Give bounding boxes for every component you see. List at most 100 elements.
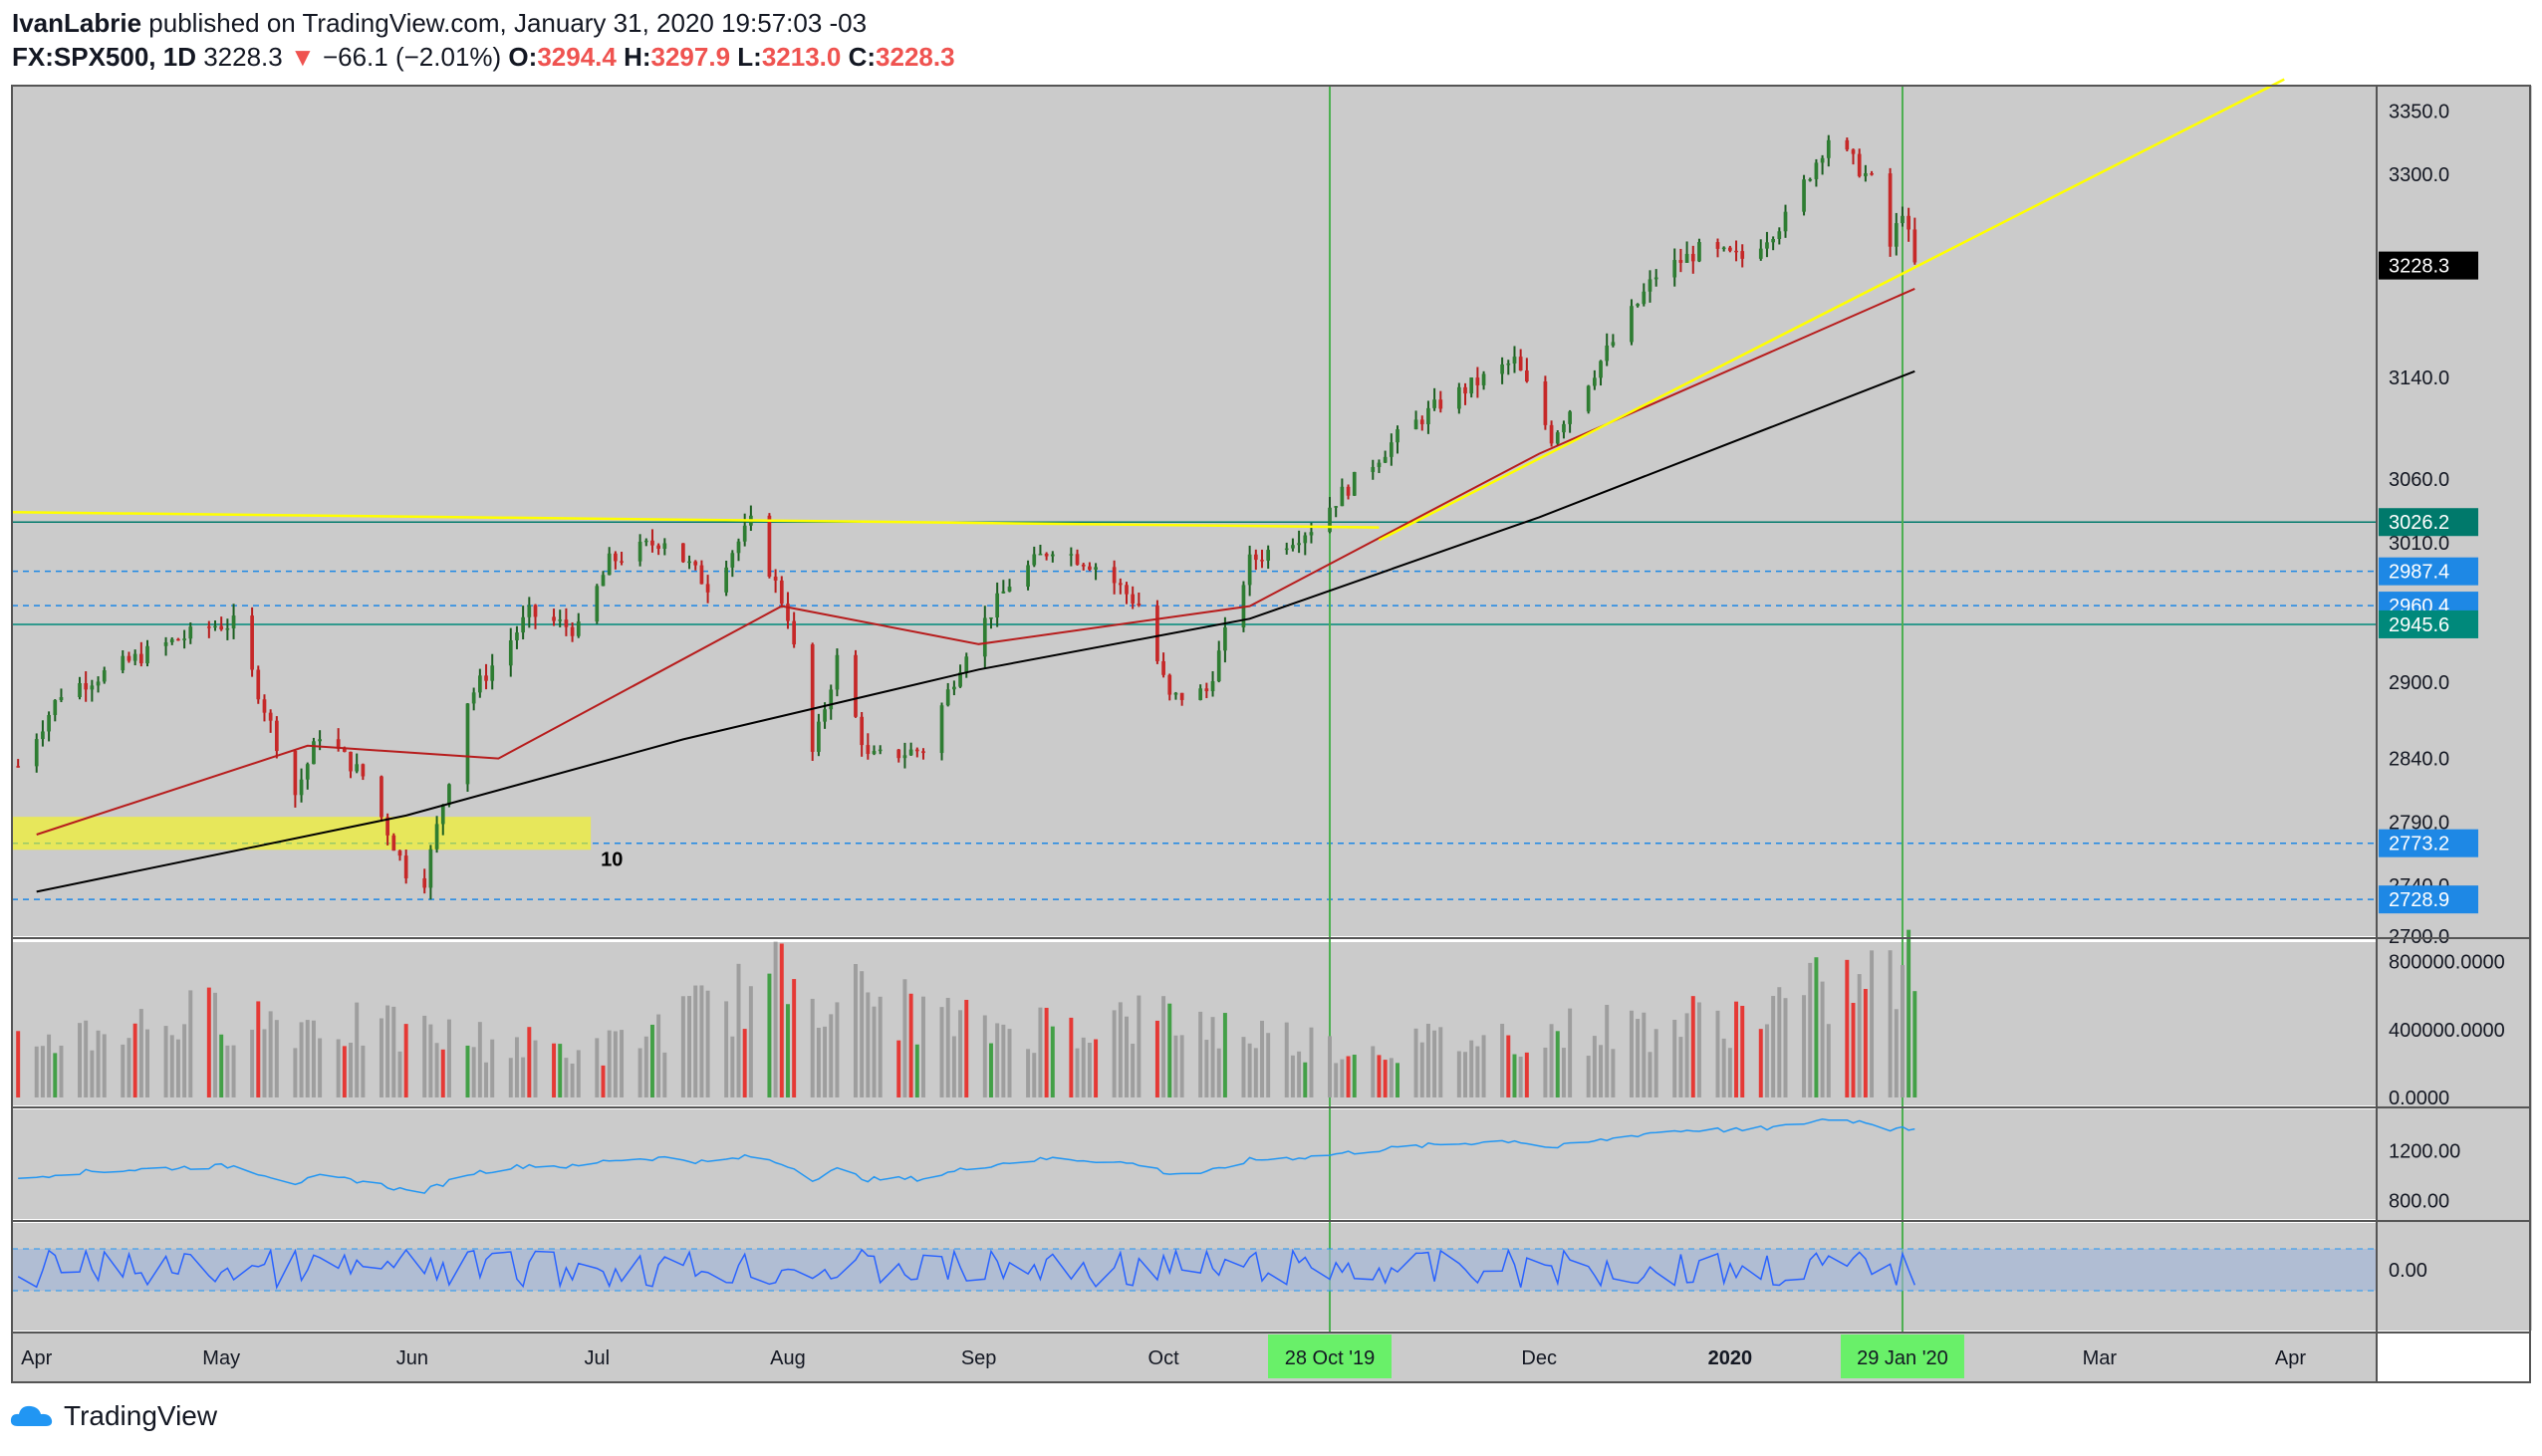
volume-bar	[1328, 1036, 1332, 1097]
cloud-icon	[10, 1405, 53, 1426]
volume-bar	[428, 1024, 433, 1097]
candle-body	[1901, 215, 1905, 224]
candle-body	[163, 641, 168, 646]
price-tick: 2840.0	[2389, 749, 2449, 771]
volume-bar	[1297, 1051, 1302, 1097]
main-pane-bg[interactable]	[12, 86, 2377, 936]
volume-bar	[1690, 996, 1695, 1097]
candle-body	[1007, 587, 1012, 592]
volume-bar	[188, 990, 193, 1097]
price-label-level-2945: 2945.6	[2389, 614, 2449, 636]
volume-bar	[1642, 1012, 1647, 1097]
candle-body	[724, 567, 729, 593]
candle-body	[835, 654, 840, 690]
volume-bar	[1715, 1010, 1720, 1097]
volume-bar	[637, 1048, 642, 1097]
candle-body	[1167, 674, 1172, 695]
candle-body	[964, 656, 969, 673]
price-label-last: 3228.3	[2389, 256, 2449, 278]
candle-body	[1636, 304, 1640, 307]
candle-body	[521, 616, 525, 633]
volume-bar	[1032, 1053, 1037, 1097]
candle-body	[1481, 373, 1486, 385]
zone-label: 10	[601, 849, 623, 870]
candle-body	[620, 561, 624, 563]
candle-body	[1697, 242, 1701, 262]
candle-body	[1857, 153, 1862, 176]
volume-bar	[90, 1050, 95, 1097]
time-tick: 2020	[1708, 1347, 1753, 1369]
candle-body	[1456, 386, 1461, 409]
volume-bar	[1648, 1052, 1652, 1097]
volume-bar	[1894, 1009, 1899, 1097]
candle-body	[533, 605, 538, 617]
candle-body	[1155, 606, 1159, 661]
candle-body	[1518, 357, 1523, 371]
volume-bar	[564, 1058, 569, 1097]
candle-body	[1377, 462, 1382, 467]
volume-bar	[274, 1020, 279, 1097]
volume-bar	[1912, 991, 1917, 1097]
volume-bar	[662, 1052, 667, 1097]
candle-body	[817, 721, 821, 752]
candle-body	[1346, 486, 1351, 496]
volume-bar	[1820, 981, 1825, 1097]
author-name[interactable]: IvanLabrie	[12, 8, 142, 38]
volume-bar	[1094, 1039, 1099, 1097]
time-axis-bg[interactable]	[12, 1333, 2377, 1382]
volume-bar	[1419, 1042, 1424, 1097]
volume-bar	[1636, 1019, 1641, 1097]
volume-bar	[1555, 1031, 1560, 1097]
price-tick: 3010.0	[2389, 533, 2449, 555]
volume-bar	[767, 973, 772, 1097]
volume-bar	[440, 1049, 445, 1097]
volume-bar	[206, 987, 211, 1097]
volume-bar	[268, 1011, 273, 1097]
volume-bar	[521, 1057, 526, 1097]
indicator1-pane-bg[interactable]	[12, 1109, 2377, 1219]
candle-body	[1426, 407, 1430, 425]
volume-bar	[643, 1036, 648, 1097]
volume-bar	[1438, 1027, 1443, 1097]
volume-pane-bg[interactable]	[12, 942, 2377, 1105]
candle-body	[1352, 471, 1357, 496]
volume-bar	[1518, 1057, 1523, 1097]
volume-bar	[299, 1022, 304, 1097]
publish-info: IvanLabrie published on TradingView.com,…	[12, 8, 867, 39]
tradingview-logo[interactable]: TradingView	[8, 1400, 217, 1432]
volume-bar	[311, 1020, 316, 1097]
candle-body	[293, 751, 298, 796]
candle-body	[90, 685, 95, 690]
volume-bar	[687, 996, 692, 1097]
volume-bar	[1112, 1010, 1117, 1097]
price-tick: 3350.0	[2389, 101, 2449, 122]
price-axis-bg[interactable]	[2377, 86, 2532, 1331]
volume-bar	[613, 1031, 618, 1097]
candle-body	[434, 824, 439, 849]
candle-body	[447, 784, 451, 806]
volume-bar	[1346, 1056, 1351, 1097]
volume-bar	[1247, 1043, 1252, 1097]
candle-body	[914, 749, 919, 752]
time-highlight-bg	[1268, 1335, 1393, 1378]
price-label-level-3026: 3026.2	[2389, 512, 2449, 534]
candle-body	[1740, 251, 1745, 259]
candle-body	[1506, 364, 1511, 365]
candle-body	[403, 855, 408, 878]
volume-bar	[823, 1026, 828, 1097]
chart-area[interactable]: 10 3350.0 3300.0 3140.0 3060.0 3010.0 2900.0 2…	[0, 0, 2542, 1394]
candle-body	[1044, 554, 1049, 557]
volume-bar	[742, 1029, 747, 1097]
time-highlight-label: 28 Oct '19	[1285, 1347, 1376, 1369]
candle-body	[1630, 306, 1634, 343]
time-tick: Dec	[1521, 1347, 1557, 1369]
symbol-name[interactable]: FX:SPX500, 1D	[12, 42, 196, 72]
volume-bar	[724, 1001, 729, 1097]
candle-body	[262, 699, 267, 713]
volume-bar	[896, 1040, 901, 1097]
candle-body	[1038, 554, 1043, 556]
candle-body	[552, 616, 556, 621]
volume-bar	[989, 1043, 993, 1097]
candle-body	[312, 741, 316, 765]
volume-bar	[1900, 965, 1905, 1097]
